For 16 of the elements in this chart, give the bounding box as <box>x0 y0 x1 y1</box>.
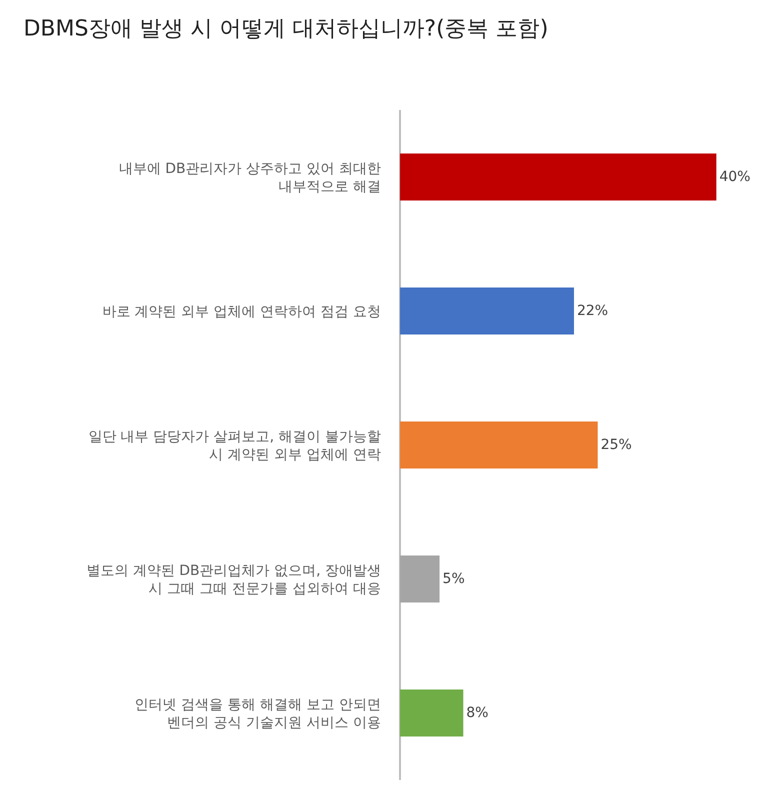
bar <box>400 422 598 468</box>
data-label: 22% <box>576 303 608 319</box>
bar <box>400 288 574 334</box>
chart-title: DBMS장애 발생 시 어떻게 대처하십니까?(중복 포함) <box>23 16 548 42</box>
data-label: 40% <box>719 169 750 185</box>
data-label: 25% <box>600 437 632 453</box>
y-tick-label: 내부에 DB관리자가 상주하고 있어 최대한 내부적으로 해결 <box>118 160 381 195</box>
bar <box>400 154 716 200</box>
y-tick-label: 인터넷 검색을 통해 해결해 보고 안되면 벤더의 공식 기술지원 서비스 이용 <box>134 696 381 731</box>
data-label: 8% <box>466 705 488 721</box>
data-label: 5% <box>442 571 465 587</box>
y-tick-label: 별도의 계약된 DB관리업체가 없으며, 장애발생 시 그때 그때 전문가를 섭외하여 대응 <box>86 562 381 597</box>
y-tick-label: 바로 계약된 외부 업체에 연락하여 점검 요청 <box>102 304 381 320</box>
bar <box>400 556 440 602</box>
y-tick-label: 일단 내부 담당자가 살펴보고, 해결이 불가능할 시 계약된 외부 업체에 연락 <box>88 428 381 463</box>
bar <box>400 690 464 736</box>
